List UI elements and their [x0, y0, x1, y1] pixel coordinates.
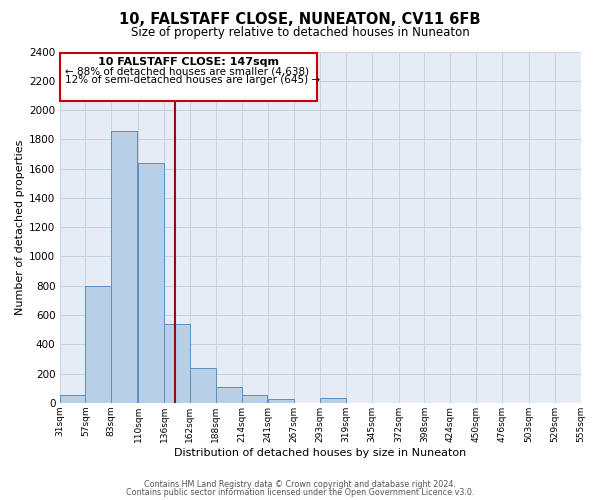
Bar [59, 396, 85, 403]
Text: Size of property relative to detached houses in Nuneaton: Size of property relative to detached ho… [131, 26, 469, 39]
Bar [59, 53, 317, 102]
Text: ← 88% of detached houses are smaller (4,638): ← 88% of detached houses are smaller (4,… [65, 66, 308, 76]
Text: Contains HM Land Registry data © Crown copyright and database right 2024.: Contains HM Land Registry data © Crown c… [144, 480, 456, 489]
X-axis label: Distribution of detached houses by size in Nuneaton: Distribution of detached houses by size … [174, 448, 466, 458]
Bar [268, 399, 294, 403]
Text: 10 FALSTAFF CLOSE: 147sqm: 10 FALSTAFF CLOSE: 147sqm [98, 57, 279, 67]
Text: 12% of semi-detached houses are larger (645) →: 12% of semi-detached houses are larger (… [65, 75, 320, 85]
Bar [215, 386, 242, 403]
Bar [85, 286, 111, 403]
Bar [111, 130, 137, 403]
Bar [164, 324, 190, 403]
Text: 10, FALSTAFF CLOSE, NUNEATON, CV11 6FB: 10, FALSTAFF CLOSE, NUNEATON, CV11 6FB [119, 12, 481, 26]
Bar [242, 396, 268, 403]
Y-axis label: Number of detached properties: Number of detached properties [15, 140, 25, 315]
Bar [190, 368, 215, 403]
Text: Contains public sector information licensed under the Open Government Licence v3: Contains public sector information licen… [126, 488, 474, 497]
Bar [320, 398, 346, 403]
Bar [138, 162, 164, 403]
